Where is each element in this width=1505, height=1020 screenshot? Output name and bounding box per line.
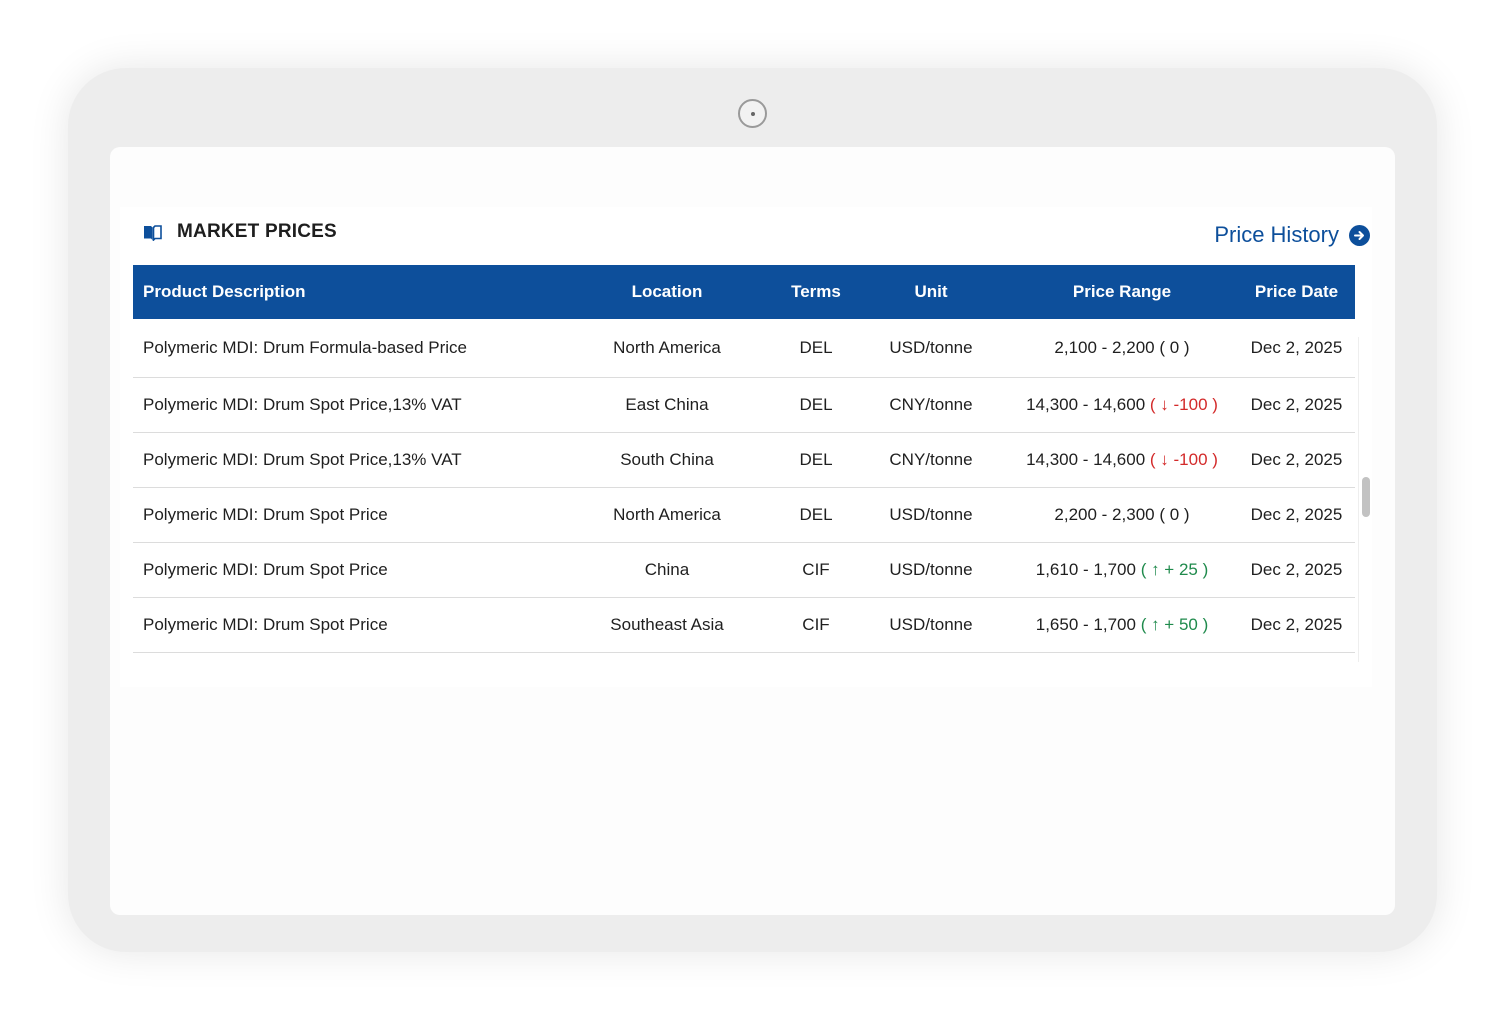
price-change-value: ( 0 ) — [1159, 337, 1190, 357]
cell-price-range: 14,300 - 14,600 ( ↓ -100 ) — [1006, 377, 1238, 432]
cell-price-date: Dec 2, 2025 — [1250, 449, 1343, 469]
price-change-value: ( ↑ + 50 ) — [1140, 614, 1209, 634]
price-range-value: 2,200 - 2,300 — [1054, 504, 1155, 524]
cell-location: South China — [620, 449, 714, 469]
section-header: MARKET PRICES Price History — [132, 221, 1372, 263]
cell-location: North America — [613, 337, 721, 357]
scrollbar-thumb[interactable] — [1362, 477, 1370, 517]
table-row[interactable]: Polymeric MDI: Drum Spot Price,13% VAT Ea… — [133, 377, 1355, 432]
table-header-row: Product Description Location Terms Unit … — [133, 265, 1355, 319]
section-title: MARKET PRICES — [177, 221, 337, 242]
cell-terms: DEL — [799, 449, 833, 469]
book-open-icon — [143, 225, 162, 242]
cell-unit: USD/tonne — [889, 614, 973, 634]
cell-price-date: Dec 2, 2025 — [1250, 614, 1343, 634]
price-range-value: 1,650 - 1,700 — [1035, 614, 1136, 634]
cell-location: Southeast Asia — [610, 614, 724, 634]
cell-product: Polymeric MDI: Drum Formula-based Price — [143, 337, 468, 357]
cell-product: Polymeric MDI: Drum Spot Price,13% VAT — [143, 449, 462, 469]
cell-price-range: 1,610 - 1,700 ( ↑ + 25 ) — [1006, 542, 1238, 597]
column-header-price-range[interactable]: Price Range — [1072, 282, 1172, 301]
table-row[interactable]: Polymeric MDI: Drum Spot Price,13% VAT So… — [133, 432, 1355, 487]
price-history-link[interactable]: Price History — [1214, 222, 1370, 248]
cell-price-range: 2,200 - 2,300 ( 0 ) — [1006, 487, 1238, 542]
cell-unit: CNY/tonne — [889, 449, 973, 469]
price-history-label: Price History — [1214, 222, 1339, 247]
cell-location: China — [644, 559, 690, 579]
cell-price-date: Dec 2, 2025 — [1250, 504, 1343, 524]
price-range-value: 1,610 - 1,700 — [1035, 559, 1136, 579]
cell-location: East China — [625, 394, 709, 414]
arrow-right-circle-icon — [1349, 224, 1370, 246]
cell-product: Polymeric MDI: Drum Spot Price — [143, 504, 388, 524]
tablet-frame: MARKET PRICES Price History — [68, 68, 1437, 952]
cell-price-date: Dec 2, 2025 — [1250, 337, 1343, 357]
cell-terms: DEL — [799, 394, 833, 414]
cell-price-range: 1,650 - 1,700 ( ↑ + 50 ) — [1006, 597, 1238, 652]
price-range-value: 14,300 - 14,600 — [1026, 394, 1146, 414]
column-header-terms[interactable]: Terms — [791, 282, 841, 301]
screen: MARKET PRICES Price History — [110, 147, 1395, 915]
cell-price-range: 2,100 - 2,200 ( 0 ) — [1006, 319, 1238, 377]
price-change-value: ( ↓ -100 ) — [1149, 449, 1218, 469]
cell-unit: USD/tonne — [889, 559, 973, 579]
cell-unit: CNY/tonne — [889, 394, 973, 414]
column-header-location[interactable]: Location — [631, 282, 703, 301]
cell-price-date: Dec 2, 2025 — [1250, 394, 1343, 414]
column-header-price-date[interactable]: Price Date — [1254, 282, 1339, 301]
price-range-value: 14,300 - 14,600 — [1026, 449, 1146, 469]
column-header-product[interactable]: Product Description — [143, 282, 306, 301]
table-scrollbar[interactable] — [1358, 337, 1372, 662]
price-change-value: ( ↑ + 25 ) — [1140, 559, 1209, 579]
table-row[interactable]: Polymeric MDI: Drum Spot Price Southeast … — [133, 597, 1355, 652]
cell-product: Polymeric MDI: Drum Spot Price — [143, 559, 388, 579]
prices-table: Product Description Location Terms Unit … — [133, 265, 1355, 653]
prices-table-container: Product Description Location Terms Unit … — [133, 265, 1355, 663]
cell-product: Polymeric MDI: Drum Spot Price — [143, 614, 388, 634]
market-prices-card: MARKET PRICES Price History — [120, 207, 1372, 687]
table-row[interactable]: Polymeric MDI: Drum Formula-based Price N… — [133, 319, 1355, 377]
cell-terms: CIF — [802, 614, 830, 634]
price-change-value: ( ↓ -100 ) — [1149, 394, 1218, 414]
cell-terms: CIF — [802, 559, 830, 579]
table-row[interactable]: Polymeric MDI: Drum Spot Price North Amer… — [133, 487, 1355, 542]
cell-terms: DEL — [799, 337, 833, 357]
table-row[interactable]: Polymeric MDI: Drum Spot Price China CIF US… — [133, 542, 1355, 597]
cell-location: North America — [613, 504, 721, 524]
cell-unit: USD/tonne — [889, 504, 973, 524]
cell-price-date: Dec 2, 2025 — [1250, 559, 1343, 579]
cell-terms: DEL — [799, 504, 833, 524]
camera-icon — [738, 99, 767, 128]
price-range-value: 2,100 - 2,200 — [1054, 337, 1155, 357]
cell-product: Polymeric MDI: Drum Spot Price,13% VAT — [143, 394, 462, 414]
cell-unit: USD/tonne — [889, 337, 973, 357]
column-header-unit[interactable]: Unit — [914, 282, 948, 301]
price-change-value: ( 0 ) — [1159, 504, 1190, 524]
cell-price-range: 14,300 - 14,600 ( ↓ -100 ) — [1006, 432, 1238, 487]
